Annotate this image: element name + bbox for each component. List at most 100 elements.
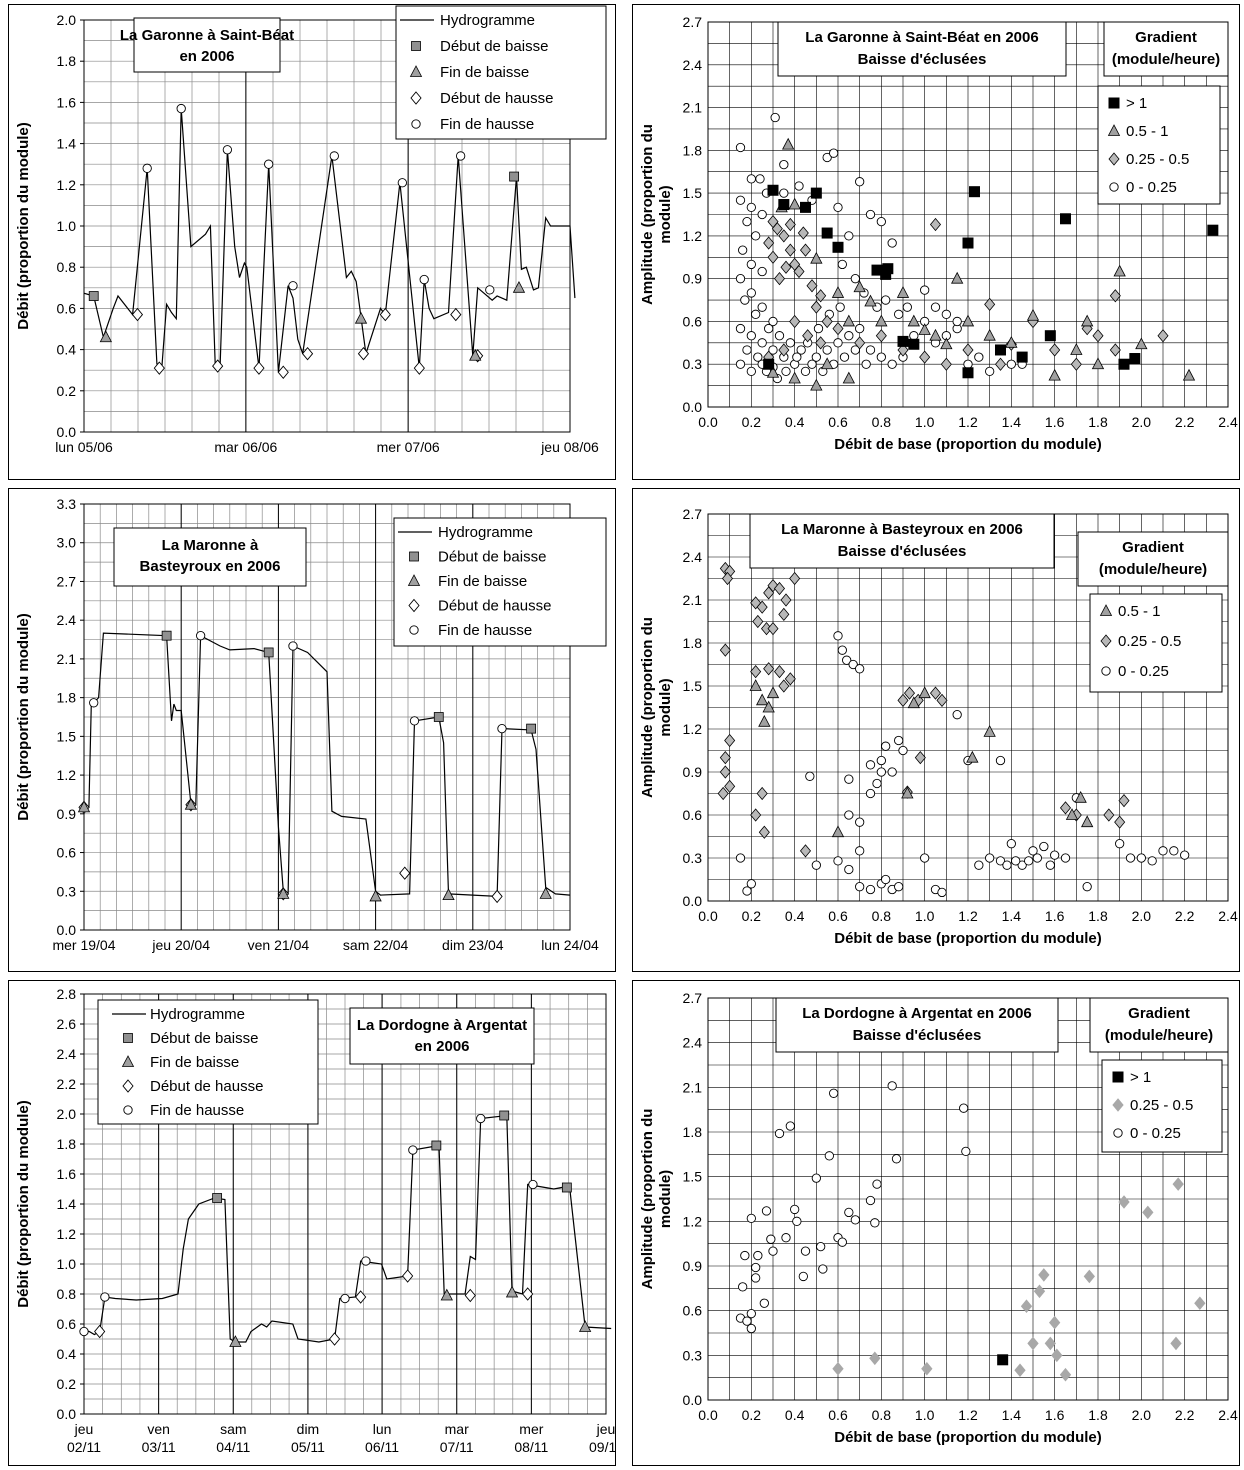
point-0-0.25	[751, 309, 761, 319]
debut-de-baisse-marker	[212, 1193, 223, 1203]
point-0.25-0.5	[789, 571, 801, 586]
x-tick-label: 1.8	[1088, 1407, 1108, 1423]
point-0.25-0.5	[1049, 1315, 1061, 1330]
x-tick-label: 1.8	[1088, 414, 1108, 430]
point-gt-1	[997, 1354, 1009, 1366]
legend-label: 0 - 0.25	[1126, 179, 1177, 196]
y-tick-label: 1.5	[683, 678, 703, 694]
x-tick-label: 0.4	[785, 908, 805, 924]
x-tick-label: 0.8	[872, 414, 892, 430]
point-0.25-0.5	[773, 272, 786, 286]
legend-label: Hydrogramme	[438, 524, 533, 541]
point-0-0.25	[785, 338, 795, 348]
x-tick-label: 0.6	[828, 414, 848, 430]
point-0-0.25	[735, 195, 746, 205]
y-tick-label: 2.1	[683, 100, 703, 116]
point-gt-1	[1207, 224, 1219, 236]
legend-label: Hydrogramme	[150, 1006, 245, 1023]
point-0-0.25	[1006, 839, 1016, 849]
point-0-0.25	[774, 331, 785, 341]
title-box	[133, 17, 281, 73]
x-tick-label: 0.8	[872, 908, 892, 924]
point-0-0.25	[746, 259, 756, 270]
point-0-0.25	[757, 302, 767, 312]
point-0.25-0.5	[1109, 343, 1121, 357]
debut-de-hausse-marker	[379, 307, 391, 322]
point-0-0.25	[995, 856, 1006, 866]
point-0.25-0.5	[1083, 1269, 1095, 1284]
point-0.25-0.5	[929, 686, 942, 700]
point-0.25-0.5	[1027, 1336, 1039, 1351]
point-0-0.25	[798, 1271, 808, 1282]
y-tick-label: 2.4	[683, 1035, 703, 1051]
x-tick-label: 2.4	[1218, 908, 1238, 924]
point-0.25-0.5	[719, 765, 731, 779]
point-0-0.25	[811, 1173, 821, 1183]
point-0-0.25	[781, 1233, 791, 1243]
fin-de-baisse-marker	[277, 886, 290, 899]
hydrograph-line	[84, 632, 571, 898]
point-0.25-0.5	[756, 600, 768, 614]
point-0.5-1	[788, 197, 801, 210]
x-tick-label: jeu 08/06	[540, 439, 599, 455]
point-0.25-0.5	[994, 357, 1007, 371]
gradient-title: Gradient	[1128, 1005, 1190, 1022]
point-0.25-0.5	[724, 779, 736, 793]
fin-de-hausse-marker	[89, 698, 99, 708]
x-tick-label: 08/11	[514, 1439, 548, 1455]
debut-de-hausse-marker	[355, 1290, 367, 1304]
point-0.5-1	[875, 314, 888, 327]
gradient-title: (module/heure)	[1099, 561, 1207, 578]
point-gt-1	[1044, 330, 1056, 342]
point-0.25-0.5	[940, 357, 952, 371]
legend-label: Début de hausse	[150, 1078, 263, 1095]
point-0-0.25	[930, 302, 941, 312]
point-0-0.25	[855, 882, 865, 892]
fin-de-baisse-marker	[469, 348, 482, 361]
fin-de-hausse-marker	[340, 1293, 350, 1304]
point-0.25-0.5	[799, 844, 812, 858]
point-0.25-0.5	[763, 662, 775, 676]
point-0-0.25	[865, 1195, 876, 1206]
legend-marker	[409, 65, 423, 77]
chart-title: La Dordogne à Argentat	[357, 1017, 527, 1034]
point-0-0.25	[829, 148, 839, 158]
legend-marker	[1112, 1071, 1124, 1083]
point-0.25-0.5	[815, 336, 827, 350]
fin-de-hausse-marker	[176, 103, 186, 114]
chart-title: La Dordogne à Argentat en 2006	[802, 1005, 1032, 1022]
y-tick-label: 2.0	[57, 12, 77, 28]
point-0.25-0.5	[1014, 1363, 1026, 1378]
legend-marker	[1100, 634, 1112, 648]
title-box	[349, 1007, 535, 1065]
point-0.5-1	[810, 251, 823, 264]
fin-de-hausse-marker	[329, 151, 339, 161]
point-0-0.25	[746, 174, 756, 184]
point-0-0.25	[881, 874, 891, 885]
point-0.5-1	[1081, 815, 1094, 828]
x-tick-label: mer 19/04	[52, 937, 115, 953]
legend-box	[395, 5, 607, 140]
point-0-0.25	[755, 174, 765, 184]
x-tick-label: 03/11	[142, 1439, 176, 1455]
point-0-0.25	[837, 259, 847, 270]
point-0-0.25	[1032, 853, 1042, 863]
chart-title: Baisse d'éclusées	[838, 543, 967, 560]
point-0-0.25	[768, 316, 778, 327]
point-0-0.25	[746, 366, 756, 377]
point-0.5-1	[961, 314, 975, 327]
point-0.25-0.5	[1114, 815, 1126, 829]
y-tick-label: 1.4	[57, 1196, 77, 1212]
point-0.25-0.5	[1070, 357, 1082, 371]
fin-de-baisse-marker	[578, 1320, 592, 1332]
panel-border	[632, 4, 1240, 480]
point-0.25-0.5	[1038, 1268, 1050, 1282]
fin-de-baisse-marker	[505, 1285, 519, 1298]
point-0-0.25	[887, 1081, 897, 1091]
point-0.5-1	[1074, 790, 1087, 803]
point-0-0.25	[855, 664, 865, 674]
y-tick-label: 0.6	[57, 300, 77, 316]
debut-de-hausse-marker	[153, 361, 165, 375]
point-0-0.25	[751, 1273, 761, 1283]
point-gt-1	[832, 241, 844, 253]
